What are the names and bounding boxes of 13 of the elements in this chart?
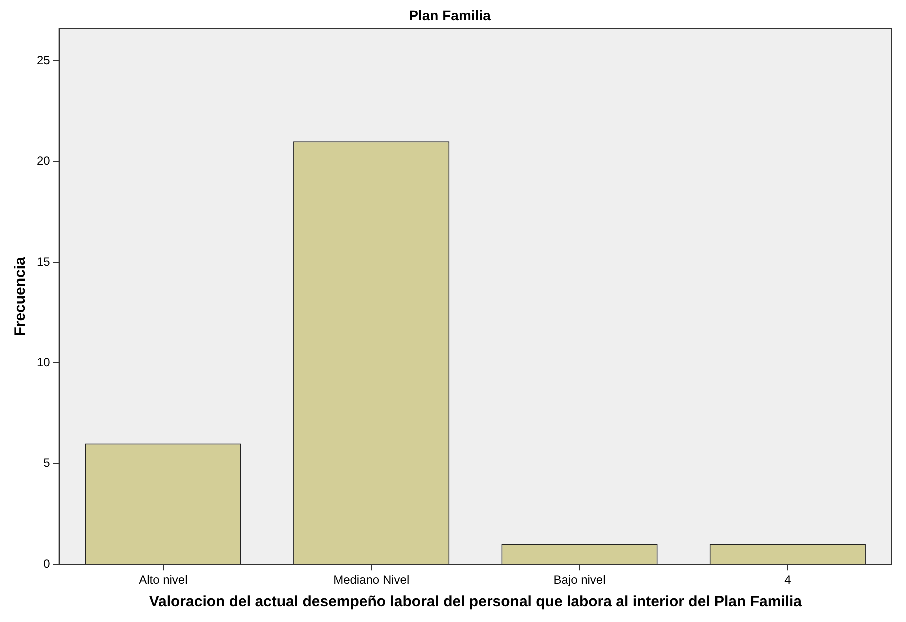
y-axis-title: Frecuencia <box>12 256 30 336</box>
y-tick-label: 5 <box>44 456 51 470</box>
chart-title: Plan Familia <box>409 7 492 24</box>
x-tick-label: Bajo nivel <box>554 573 606 588</box>
y-tick-label: 15 <box>36 254 51 269</box>
x-tick-label: Alto nivel <box>139 573 188 588</box>
x-axis-title: Valoracion del actual desempeño laboral del personal que labora al interior del Plan Familia <box>149 594 803 611</box>
x-tick-label: 4 <box>784 573 792 588</box>
y-tick-label: 25 <box>36 53 51 68</box>
y-tick-label: 0 <box>44 556 51 571</box>
x-tick-label: Mediano Nivel <box>334 573 410 588</box>
y-tick-label: 20 <box>36 154 51 168</box>
y-tick-label: 10 <box>36 355 51 370</box>
